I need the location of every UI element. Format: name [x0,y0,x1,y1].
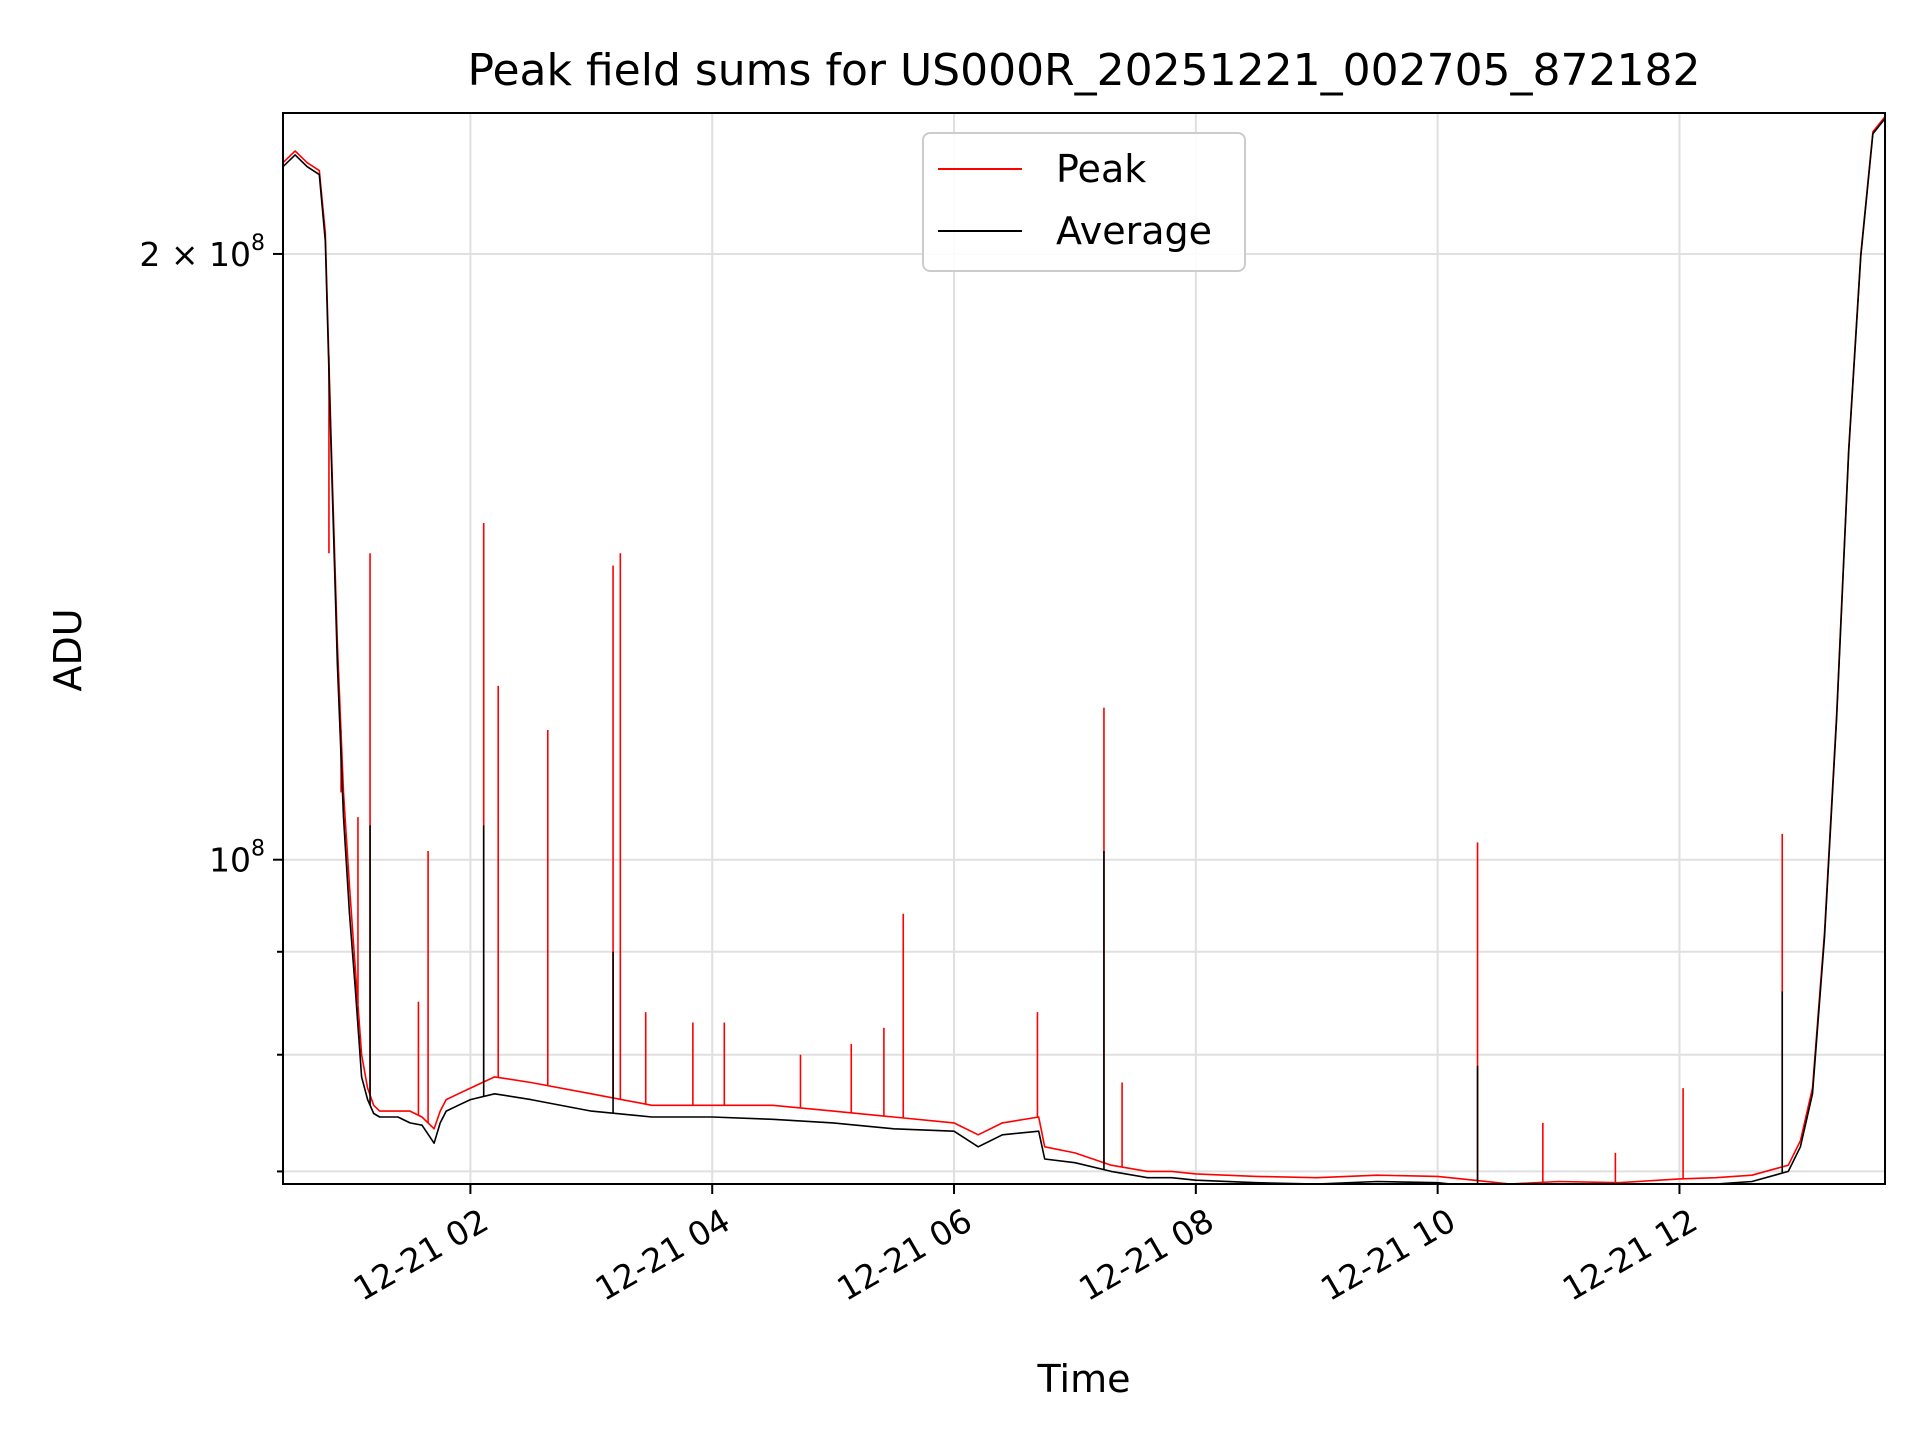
peak-series-line [283,116,1885,1184]
average-series-line [283,118,1885,1184]
chart-title: Peak field sums for US000R_20251221_0027… [467,45,1700,96]
y-tick-label: 2 × 108 [139,231,265,274]
y-tick-label: 108 [209,837,265,880]
x-axis-label: Time [1037,1357,1131,1401]
legend-average-label: Average [1056,209,1212,253]
legend-box [922,132,1246,272]
legend: Peak Average [922,132,1246,272]
series-layer [283,116,1885,1184]
y-axis-ticks: 108 2 × 108 [139,231,283,1173]
plot-frame [282,112,1886,1185]
legend-peak-label: Peak [1056,147,1146,191]
y-axis-label: ADU [46,608,90,691]
